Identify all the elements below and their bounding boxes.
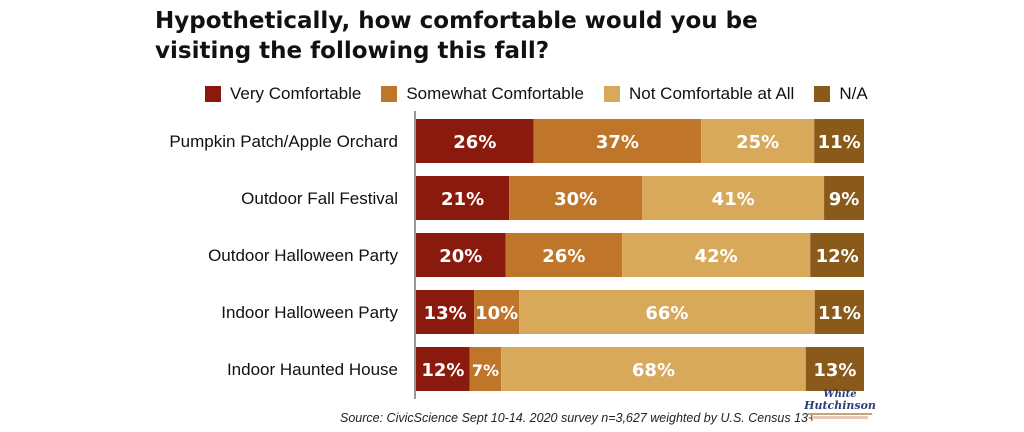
logo-stripe-2 <box>812 416 868 419</box>
data-label: 26% <box>453 132 496 153</box>
legend-label-somewhat: Somewhat Comfortable <box>406 84 584 103</box>
data-label: 30% <box>554 189 597 210</box>
legend-swatch-somewhat <box>381 86 398 102</box>
source-note: Source: CivicScience Sept 10-14. 2020 su… <box>340 411 816 425</box>
category-label: Outdoor Halloween Party <box>208 246 398 265</box>
legend-label-not: Not Comfortable at All <box>628 84 795 103</box>
bar-segment <box>501 347 806 391</box>
data-label: 11% <box>818 303 861 324</box>
logo-line-2: Hutchinson <box>804 399 876 412</box>
legend-swatch-na <box>814 86 831 102</box>
bar-segment <box>509 176 643 220</box>
legend: Very Comfortable Somewhat Comfortable No… <box>205 84 888 104</box>
company-logo: White Hutchinson <box>800 390 880 430</box>
bar-segment <box>814 119 864 163</box>
legend-swatch-not <box>603 86 620 102</box>
data-label: 42% <box>695 246 738 267</box>
legend-swatch-very <box>205 86 221 102</box>
category-label: Indoor Halloween Party <box>221 303 398 322</box>
bar-segment <box>469 347 502 391</box>
legend-item-na: N/A <box>814 84 868 104</box>
data-label: 10% <box>475 303 518 324</box>
data-label: 26% <box>542 246 585 267</box>
bar-segment <box>416 290 475 334</box>
data-label: 12% <box>816 246 859 267</box>
bar-segment <box>814 290 864 334</box>
legend-label-na: N/A <box>839 84 868 103</box>
legend-item-somewhat: Somewhat Comfortable <box>381 84 584 104</box>
data-label: 13% <box>813 360 856 381</box>
bar-segment <box>416 176 510 220</box>
data-label: 68% <box>632 360 675 381</box>
data-label: 37% <box>596 132 639 153</box>
bar-segment <box>533 119 702 163</box>
data-label: 20% <box>439 246 482 267</box>
data-label: 21% <box>441 189 484 210</box>
chart-title: Hypothetically, how comfortable would yo… <box>155 8 758 64</box>
data-label: 12% <box>421 360 464 381</box>
category-label: Pumpkin Patch/Apple Orchard <box>169 132 398 151</box>
bar-segment <box>810 233 864 277</box>
bar-segment <box>622 233 811 277</box>
bar-segment <box>416 233 506 277</box>
data-label: 41% <box>712 189 755 210</box>
data-label: 25% <box>736 132 779 153</box>
logo-line-1: White <box>823 389 857 400</box>
legend-item-not: Not Comfortable at All <box>603 84 795 104</box>
legend-item-very: Very Comfortable <box>205 84 361 104</box>
data-label: 7% <box>472 361 499 380</box>
bar-segment <box>474 290 520 334</box>
category-label: Outdoor Fall Festival <box>241 189 398 208</box>
logo-stripe-1 <box>808 413 872 415</box>
data-label: 13% <box>424 303 467 324</box>
legend-label-very: Very Comfortable <box>230 84 362 103</box>
category-label: Indoor Haunted House <box>227 360 398 379</box>
bar-segment <box>824 176 864 220</box>
data-label: 9% <box>829 189 860 210</box>
bar-segment <box>519 290 815 334</box>
bar-segment <box>505 233 623 277</box>
bar-segment <box>701 119 815 163</box>
bar-segment <box>642 176 825 220</box>
bar-segment <box>416 347 470 391</box>
bar-segment <box>805 347 864 391</box>
data-label: 66% <box>645 303 688 324</box>
bar-segment <box>416 119 534 163</box>
data-label: 11% <box>818 132 861 153</box>
